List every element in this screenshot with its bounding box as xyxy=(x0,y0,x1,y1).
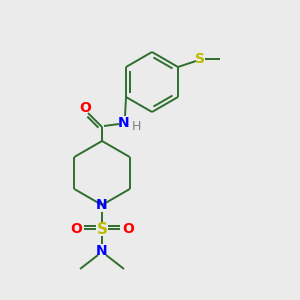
Text: O: O xyxy=(79,101,91,115)
Text: O: O xyxy=(70,222,82,236)
Text: N: N xyxy=(96,244,108,258)
Text: N: N xyxy=(118,116,130,130)
Text: S: S xyxy=(195,52,205,66)
Text: N: N xyxy=(96,198,108,212)
Text: H: H xyxy=(131,121,141,134)
Text: S: S xyxy=(97,221,107,236)
Text: O: O xyxy=(122,222,134,236)
